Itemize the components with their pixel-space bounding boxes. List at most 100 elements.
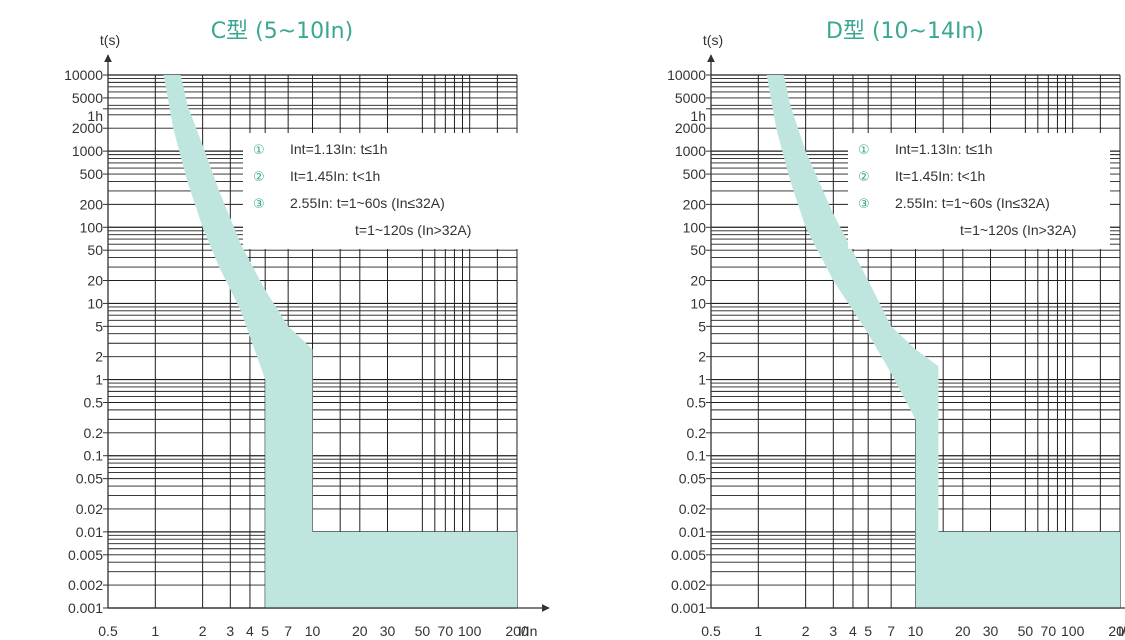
x-tick-label: 10 bbox=[305, 623, 321, 639]
legend-number: ② bbox=[253, 170, 265, 185]
y-tick-label: 0.01 bbox=[679, 524, 706, 540]
y-tick-label: 2000 bbox=[72, 120, 103, 136]
y-tick-label: 0.02 bbox=[76, 501, 103, 517]
x-tick-label: 30 bbox=[380, 623, 396, 639]
y-tick-label: 0.1 bbox=[687, 448, 707, 464]
legend-number: ③ bbox=[858, 197, 870, 212]
y-axis-label: t(s) bbox=[703, 32, 723, 48]
chart-panel-1: ① Int=1.13In: t≤1h ② It=1.45In: t<1h ③ 2.55In… bbox=[64, 19, 550, 639]
y-tick-label: 500 bbox=[683, 166, 707, 182]
x-tick-label: 5 bbox=[261, 623, 269, 639]
y-tick-label: 0.5 bbox=[84, 394, 104, 410]
x-tick-label: 70 bbox=[438, 623, 454, 639]
x-tick-label: 20 bbox=[352, 623, 368, 639]
legend-number: ① bbox=[858, 143, 870, 158]
legend-entry: It=1.45In: t<1h bbox=[290, 168, 380, 184]
legend-entry: t=1~120s (In>32A) bbox=[960, 222, 1076, 238]
y-tick-label: 0.02 bbox=[679, 501, 706, 517]
y-tick-label: 1 bbox=[698, 372, 706, 388]
x-tick-label: 20 bbox=[955, 623, 971, 639]
y-tick-label: 10 bbox=[87, 295, 103, 311]
y-tick-label: 0.2 bbox=[687, 425, 707, 441]
chart-panel-2: ① Int=1.13In: t≤1h ② It=1.45In: t<1h ③ 2.55In… bbox=[667, 19, 1125, 639]
legend-entry: 2.55In: t=1~60s (In≤32A) bbox=[895, 195, 1050, 211]
legend-box bbox=[848, 133, 1110, 249]
y-tick-label: 0.001 bbox=[68, 600, 103, 616]
legend-number: ② bbox=[858, 170, 870, 185]
y-tick-label: 100 bbox=[80, 219, 104, 235]
y-tick-label: 1h bbox=[690, 108, 706, 124]
y-tick-label: 0.05 bbox=[76, 471, 103, 487]
y-tick-label: 0.2 bbox=[84, 425, 104, 441]
x-tick-label: 100 bbox=[458, 623, 482, 639]
y-tick-label: 200 bbox=[683, 196, 707, 212]
x-tick-label: 0.5 bbox=[98, 623, 118, 639]
y-tick-label: 10000 bbox=[64, 67, 103, 83]
y-tick-label: 5 bbox=[95, 318, 103, 334]
x-tick-label: 7 bbox=[887, 623, 895, 639]
x-tick-label: 70 bbox=[1041, 623, 1057, 639]
legend-number: ① bbox=[253, 143, 265, 158]
y-tick-label: 20 bbox=[690, 273, 706, 289]
legend: ① Int=1.13In: t≤1h ② It=1.45In: t<1h ③ 2.55In… bbox=[848, 133, 1110, 249]
x-tick-label: 1 bbox=[151, 623, 159, 639]
y-tick-label: 0.001 bbox=[671, 600, 706, 616]
x-tick-label: 50 bbox=[415, 623, 431, 639]
y-tick-label: 2 bbox=[95, 349, 103, 365]
y-tick-label: 1h bbox=[87, 108, 103, 124]
y-tick-label: 5 bbox=[698, 318, 706, 334]
x-tick-label: 10 bbox=[908, 623, 924, 639]
x-tick-label: 0.5 bbox=[701, 623, 721, 639]
x-tick-label: 3 bbox=[226, 623, 234, 639]
legend: ① Int=1.13In: t≤1h ② It=1.45In: t<1h ③ 2.55In… bbox=[243, 133, 519, 249]
y-tick-label: 50 bbox=[690, 242, 706, 258]
y-tick-label: 0.005 bbox=[671, 547, 706, 563]
y-tick-label: 0.1 bbox=[84, 448, 104, 464]
y-tick-label: 10 bbox=[690, 295, 706, 311]
y-tick-label: 0.005 bbox=[68, 547, 103, 563]
x-tick-label: 4 bbox=[246, 623, 254, 639]
x-tick-label: 50 bbox=[1018, 623, 1034, 639]
y-tick-label: 0.5 bbox=[687, 394, 707, 410]
x-tick-label: 30 bbox=[983, 623, 999, 639]
y-tick-label: 20 bbox=[87, 273, 103, 289]
legend-number: ③ bbox=[253, 197, 265, 212]
x-tick-label: 200 bbox=[505, 623, 529, 639]
y-tick-label: 5000 bbox=[675, 90, 706, 106]
y-tick-label: 5000 bbox=[72, 90, 103, 106]
x-tick-label: 7 bbox=[284, 623, 292, 639]
y-tick-label: 10000 bbox=[667, 67, 706, 83]
x-tick-label: 1 bbox=[754, 623, 762, 639]
y-tick-label: 2000 bbox=[675, 120, 706, 136]
x-tick-label: 5 bbox=[864, 623, 872, 639]
legend-entry: It=1.45In: t<1h bbox=[895, 168, 985, 184]
y-tick-label: 0.05 bbox=[679, 471, 706, 487]
y-tick-label: 2 bbox=[698, 349, 706, 365]
trip-band bbox=[163, 75, 517, 608]
x-tick-label: 3 bbox=[829, 623, 837, 639]
x-tick-label: 4 bbox=[849, 623, 857, 639]
y-tick-label: 0.002 bbox=[68, 577, 103, 593]
legend-entry: Int=1.13In: t≤1h bbox=[290, 141, 388, 157]
chart-title: D型 (10~14In) bbox=[826, 19, 984, 44]
x-tick-label: 100 bbox=[1061, 623, 1085, 639]
y-tick-label: 0.002 bbox=[671, 577, 706, 593]
x-tick-label: 200 bbox=[1108, 623, 1125, 639]
y-tick-label: 1000 bbox=[72, 143, 103, 159]
y-axis-label: t(s) bbox=[100, 32, 120, 48]
y-tick-label: 200 bbox=[80, 196, 104, 212]
legend-entry: 2.55In: t=1~60s (In≤32A) bbox=[290, 195, 445, 211]
x-axis-label: I/In bbox=[1118, 623, 1125, 639]
x-axis-label: I/In bbox=[518, 623, 537, 639]
y-tick-label: 50 bbox=[87, 242, 103, 258]
y-tick-label: 100 bbox=[683, 219, 707, 235]
chart-title: C型 (5~10In) bbox=[211, 19, 353, 44]
legend-entry: t=1~120s (In>32A) bbox=[355, 222, 471, 238]
y-tick-label: 0.01 bbox=[76, 524, 103, 540]
y-tick-label: 1 bbox=[95, 372, 103, 388]
x-tick-label: 2 bbox=[802, 623, 810, 639]
x-tick-label: 2 bbox=[199, 623, 207, 639]
legend-entry: Int=1.13In: t≤1h bbox=[895, 141, 993, 157]
trip-band bbox=[766, 75, 1120, 608]
